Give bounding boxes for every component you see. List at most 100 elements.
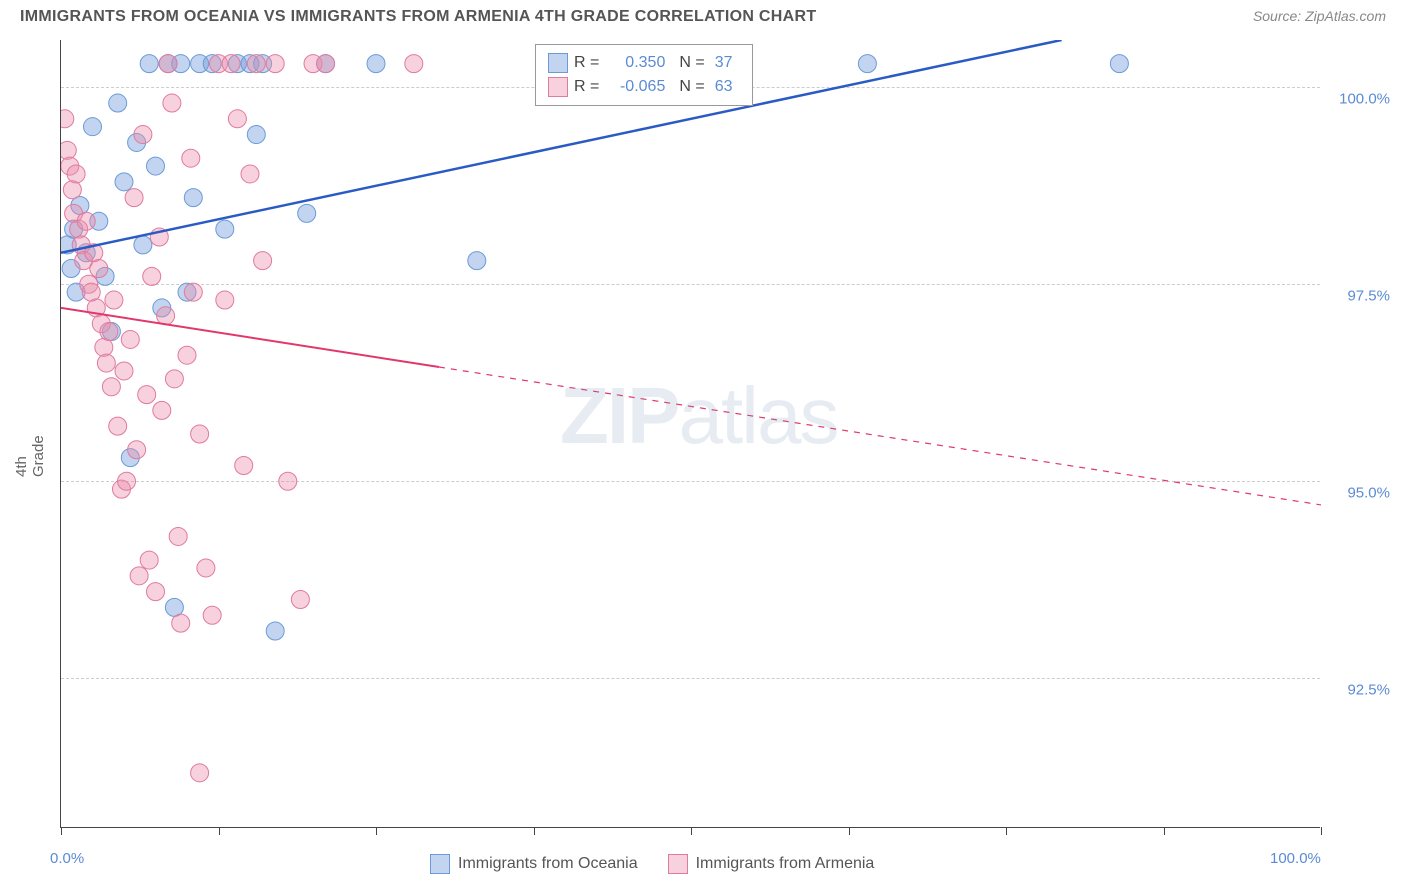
legend-n-value: 37 xyxy=(715,54,733,72)
data-point xyxy=(184,189,202,207)
data-point xyxy=(87,299,105,317)
data-point xyxy=(197,559,215,577)
scatter-plot-area: 92.5%95.0%97.5%100.0% xyxy=(60,40,1320,828)
data-point xyxy=(147,157,165,175)
bottom-legend: Immigrants from Oceania Immigrants from A… xyxy=(430,854,874,874)
data-point xyxy=(405,55,423,73)
data-point xyxy=(77,244,95,262)
data-point xyxy=(90,212,108,230)
chart-header: IMMIGRANTS FROM OCEANIA VS IMMIGRANTS FR… xyxy=(0,0,1406,36)
data-point xyxy=(266,622,284,640)
data-point xyxy=(115,362,133,380)
legend-r-label: R = xyxy=(574,78,599,96)
legend-swatch xyxy=(430,854,450,874)
series-name: Immigrants from Oceania xyxy=(458,855,638,873)
data-point xyxy=(115,173,133,191)
data-point xyxy=(178,346,196,364)
data-point xyxy=(109,94,127,112)
legend-r-label: R = xyxy=(574,54,599,72)
legend-n-label: N = xyxy=(679,78,704,96)
data-point xyxy=(63,181,81,199)
data-point xyxy=(254,55,272,73)
data-point xyxy=(147,583,165,601)
data-point xyxy=(97,354,115,372)
data-point xyxy=(138,386,156,404)
data-point xyxy=(165,598,183,616)
y-tick-label: 92.5% xyxy=(1330,682,1390,699)
data-point xyxy=(172,55,190,73)
data-point xyxy=(77,212,95,230)
data-point xyxy=(102,323,120,341)
y-tick-label: 95.0% xyxy=(1330,485,1390,502)
data-point xyxy=(100,323,118,341)
data-point xyxy=(298,204,316,222)
data-point xyxy=(172,614,190,632)
gridline xyxy=(61,284,1320,285)
data-point xyxy=(140,551,158,569)
data-point xyxy=(241,165,259,183)
legend-swatch xyxy=(668,854,688,874)
data-point xyxy=(140,55,158,73)
data-point xyxy=(121,330,139,348)
data-point xyxy=(165,370,183,388)
data-point xyxy=(150,228,168,246)
data-point xyxy=(222,55,240,73)
data-point xyxy=(1110,55,1128,73)
series-name: Immigrants from Armenia xyxy=(696,855,875,873)
data-point xyxy=(216,291,234,309)
data-point xyxy=(367,55,385,73)
data-point xyxy=(130,567,148,585)
y-axis-label: 4th Grade xyxy=(13,417,47,477)
data-point xyxy=(102,378,120,396)
legend-n-value: 63 xyxy=(715,78,733,96)
data-point xyxy=(112,480,130,498)
data-point xyxy=(75,252,93,270)
chart-title: IMMIGRANTS FROM OCEANIA VS IMMIGRANTS FR… xyxy=(20,8,816,26)
data-point xyxy=(210,55,228,73)
data-point xyxy=(61,141,76,159)
data-point xyxy=(71,196,89,214)
y-tick-label: 97.5% xyxy=(1330,288,1390,305)
data-point xyxy=(67,165,85,183)
data-point xyxy=(143,267,161,285)
data-point xyxy=(92,315,110,333)
data-point xyxy=(228,110,246,128)
stats-legend-row: R =0.350N =37 xyxy=(548,51,740,75)
gridline xyxy=(61,678,1320,679)
data-point xyxy=(235,457,253,475)
data-point xyxy=(70,220,88,238)
data-point xyxy=(191,425,209,443)
data-point xyxy=(216,220,234,238)
data-point xyxy=(84,118,102,136)
legend-swatch xyxy=(548,53,568,73)
data-point xyxy=(134,236,152,254)
data-point xyxy=(85,244,103,262)
data-point xyxy=(61,110,74,128)
data-point xyxy=(65,204,83,222)
data-point xyxy=(61,236,76,254)
data-point xyxy=(178,283,196,301)
data-point xyxy=(153,299,171,317)
data-point xyxy=(304,55,322,73)
data-point xyxy=(157,307,175,325)
data-point xyxy=(228,55,246,73)
data-point xyxy=(191,764,209,782)
data-point xyxy=(128,441,146,459)
data-point xyxy=(159,55,177,73)
data-point xyxy=(109,417,127,435)
x-tick-label: 100.0% xyxy=(1270,850,1321,867)
legend-swatch xyxy=(548,77,568,97)
trend-line-dashed xyxy=(439,367,1321,505)
data-point xyxy=(105,291,123,309)
data-point xyxy=(153,401,171,419)
bottom-legend-item: Immigrants from Oceania xyxy=(430,854,638,874)
stats-legend: R =0.350N =37R =-0.065N =63 xyxy=(535,44,753,106)
data-point xyxy=(858,55,876,73)
legend-r-value: 0.350 xyxy=(609,54,665,72)
data-point xyxy=(95,338,113,356)
data-point xyxy=(182,149,200,167)
bottom-legend-item: Immigrants from Armenia xyxy=(668,854,875,874)
stats-legend-row: R =-0.065N =63 xyxy=(548,75,740,99)
data-point xyxy=(247,55,265,73)
chart-source: Source: ZipAtlas.com xyxy=(1253,8,1386,24)
